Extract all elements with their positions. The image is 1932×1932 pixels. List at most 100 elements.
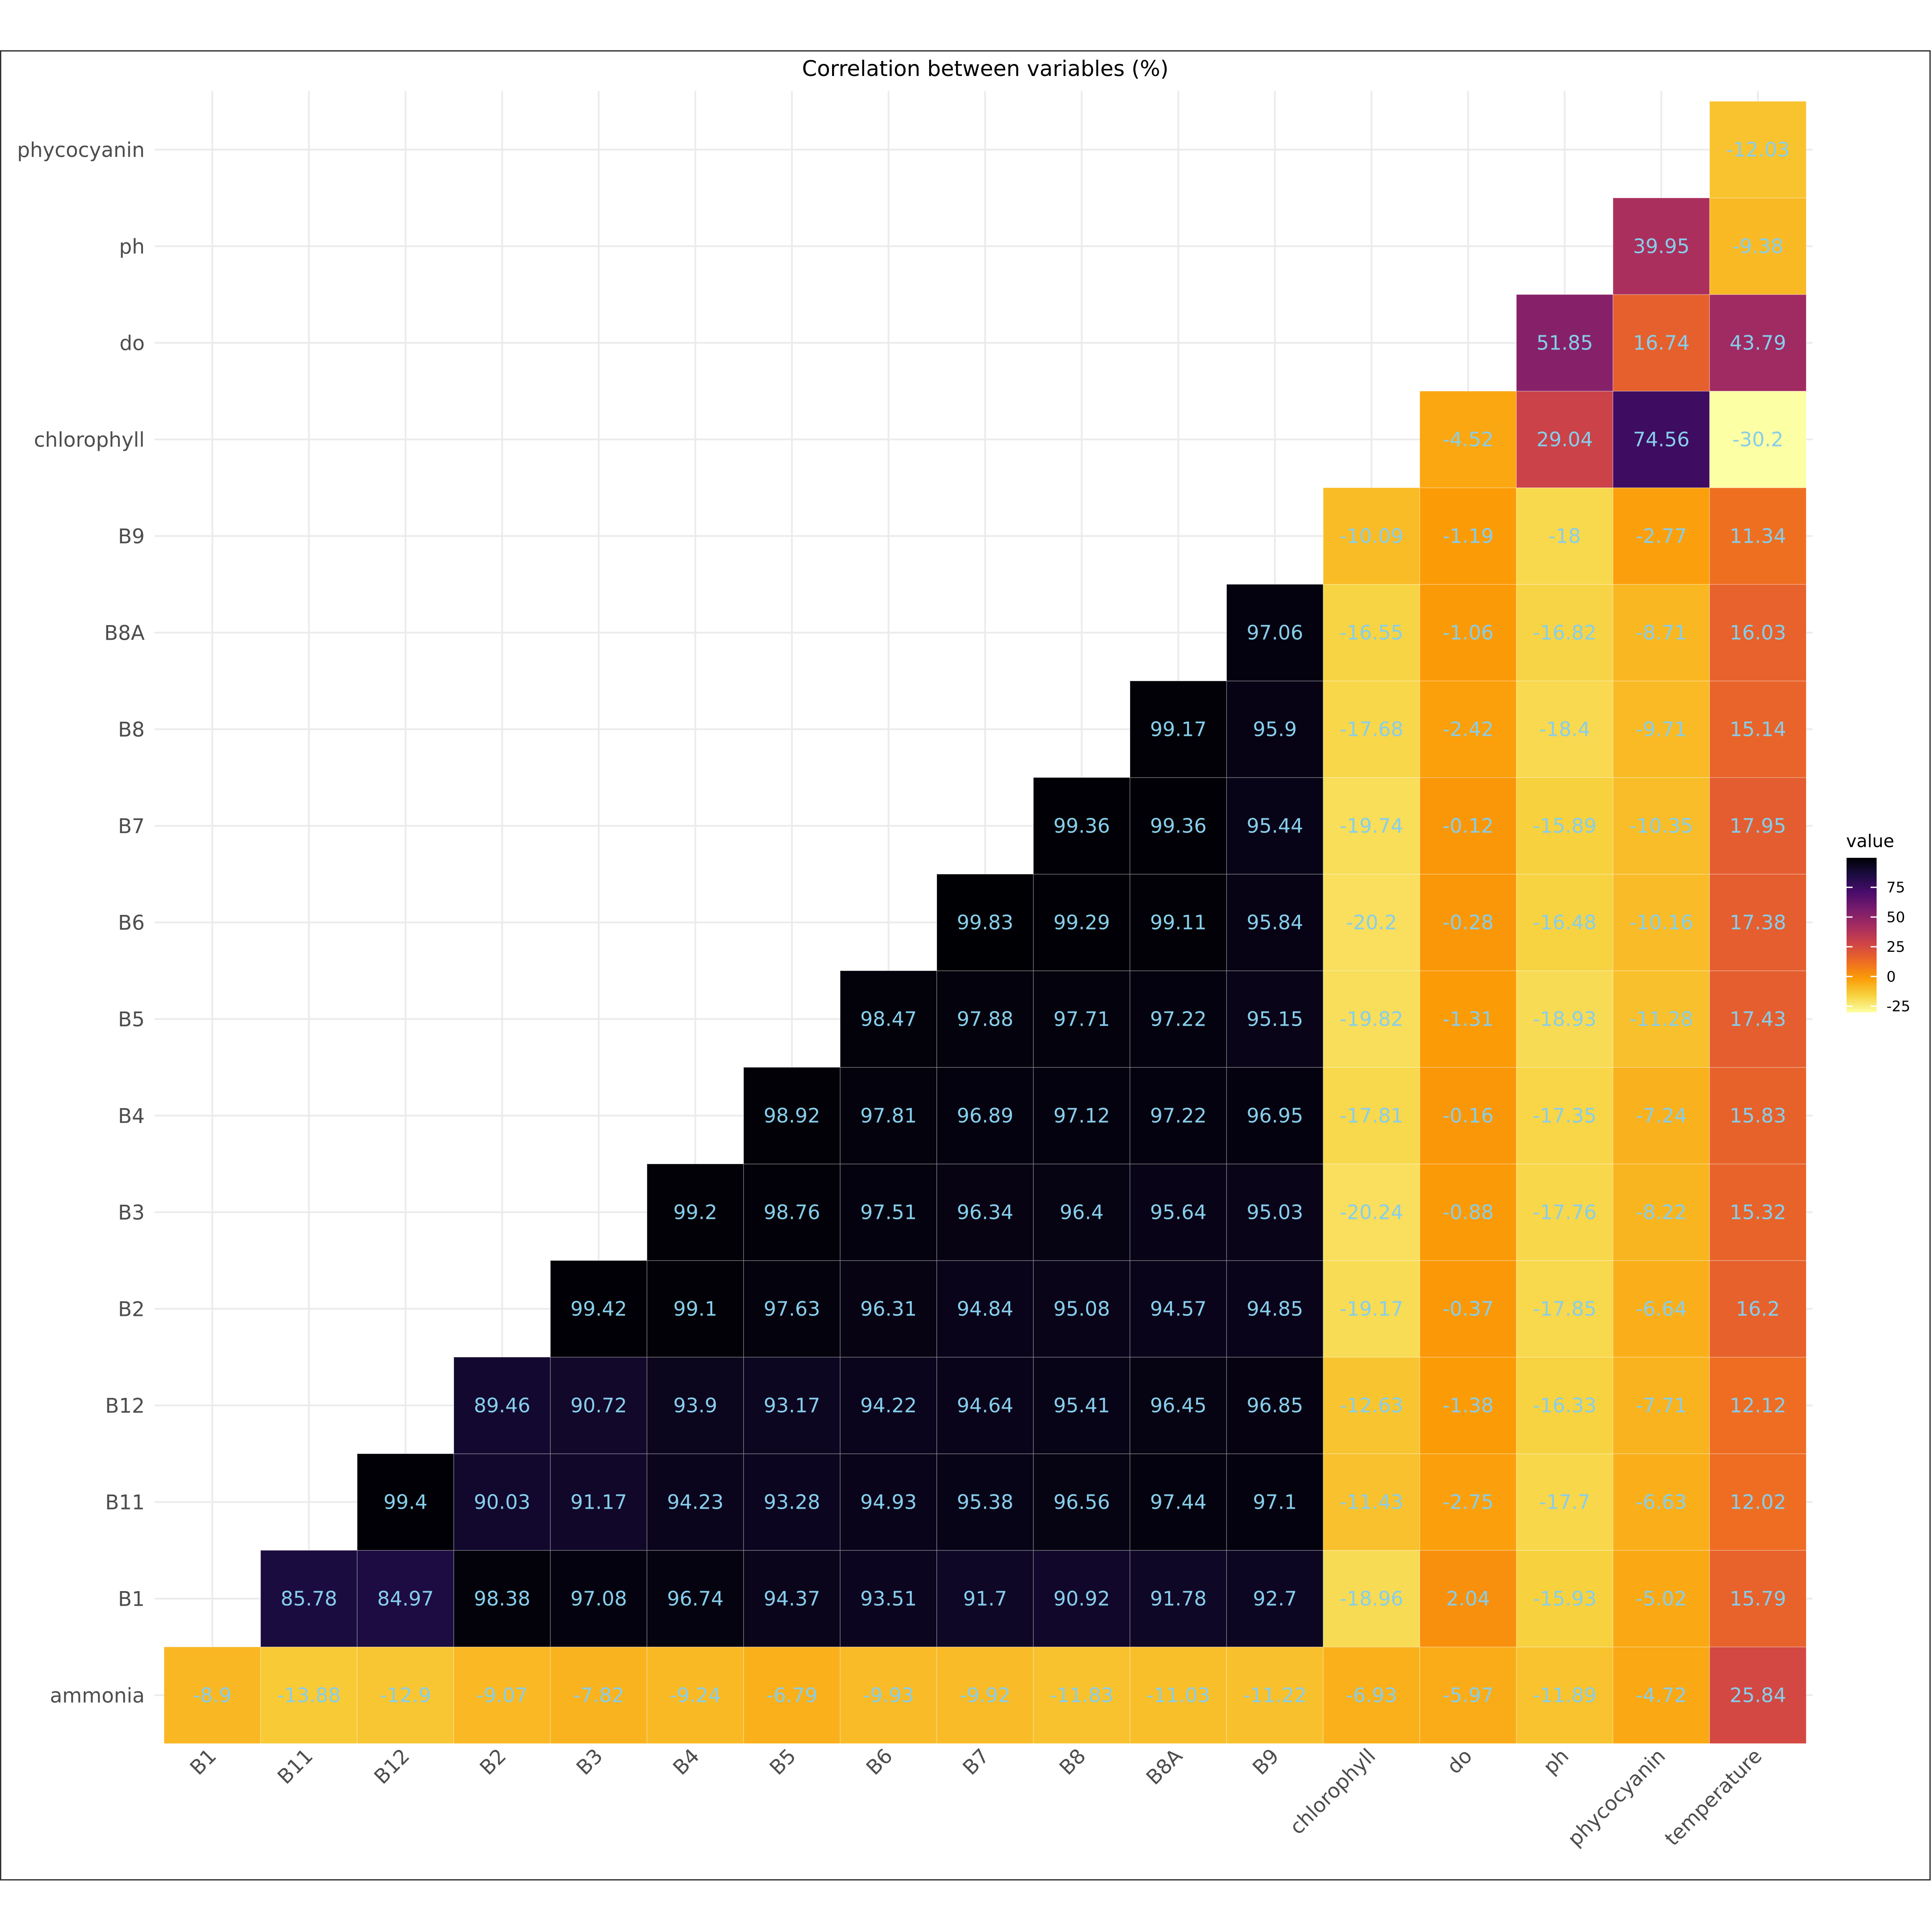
- heatmap-cell: [1419, 874, 1517, 971]
- cell-label: 96.95: [1247, 1104, 1303, 1127]
- legend: value 75 50 25 0 -25: [1846, 831, 1911, 1015]
- cell-label: -11.83: [1050, 1684, 1113, 1707]
- cell-label: -1.19: [1443, 525, 1494, 548]
- cell-label: -15.93: [1533, 1587, 1596, 1610]
- heatmap-cell: [1613, 1646, 1710, 1744]
- heatmap-cell: [936, 1453, 1034, 1551]
- heatmap-cell: [1130, 1550, 1227, 1647]
- cell-label: 95.38: [957, 1491, 1014, 1514]
- heatmap-cell: [1516, 777, 1613, 875]
- legend-tick-label: 50: [1886, 909, 1905, 926]
- heatmap-cell: [1323, 1646, 1420, 1744]
- y-tick-label: B8: [118, 718, 145, 742]
- cell-label: 96.85: [1247, 1394, 1303, 1417]
- heatmap-cell: [1613, 1550, 1710, 1647]
- heatmap-cell: [1516, 1067, 1613, 1164]
- y-axis-ticks: ammonia B1 B11 B12 B2 B3 B4 B5 B6 B7 B8 B8A B9 chloro…: [17, 139, 145, 1708]
- cell-label: 12.12: [1730, 1394, 1786, 1417]
- cell-label: -8.71: [1636, 621, 1687, 644]
- cell-label: -7.24: [1636, 1104, 1687, 1127]
- heatmap-cell: [1516, 874, 1613, 971]
- heatmap-cell: [1226, 584, 1324, 681]
- heatmap-cell: [647, 1357, 744, 1454]
- cell-label: -7.71: [1636, 1394, 1687, 1417]
- cell-label: 25.84: [1730, 1684, 1786, 1707]
- heatmap-cell: [260, 1646, 358, 1744]
- cell-label: 94.85: [1247, 1297, 1303, 1321]
- cell-label: 95.03: [1247, 1201, 1303, 1224]
- cell-label: 99.29: [1054, 911, 1110, 934]
- heatmap-cell: [1323, 584, 1420, 681]
- cell-label: -7.82: [573, 1684, 624, 1707]
- cell-label: -16.82: [1533, 621, 1596, 644]
- chart-title: Correlation between variables (%): [802, 56, 1169, 81]
- heatmap-cell: [1130, 1067, 1227, 1164]
- heatmap-cell: [1419, 1646, 1517, 1744]
- cell-label: -5.97: [1443, 1684, 1494, 1707]
- cell-label: 98.92: [764, 1104, 820, 1127]
- cell-label: 94.37: [764, 1587, 820, 1610]
- heatmap-cell: [1613, 1453, 1710, 1551]
- cell-label: -2.42: [1443, 718, 1494, 741]
- cell-label: 99.11: [1150, 911, 1207, 934]
- heatmap-cell: [647, 1646, 744, 1744]
- cell-label: -18.4: [1539, 718, 1590, 741]
- heatmap-cell: [1033, 1067, 1130, 1164]
- heatmap-cell: [1226, 1260, 1324, 1358]
- heatmap-cell: [1419, 391, 1517, 488]
- plot-frame: [0, 50, 1931, 1880]
- cell-label: -8.22: [1636, 1201, 1687, 1224]
- cell-label: 97.22: [1150, 1008, 1207, 1031]
- heatmap-cell: [1419, 1550, 1517, 1647]
- heatmap-cell: [1613, 1067, 1710, 1164]
- cell-label: 98.76: [764, 1201, 820, 1224]
- cell-label: 96.56: [1054, 1491, 1110, 1514]
- heatmap-cell: [1226, 680, 1324, 778]
- heatmap-cell: [1516, 294, 1613, 392]
- legend-ticks: 75 50 25 0 -25: [1847, 879, 1911, 1015]
- heatmap-cell: [1033, 1163, 1130, 1261]
- heatmap-cell: [1613, 874, 1710, 971]
- cell-label: 2.04: [1446, 1587, 1490, 1610]
- cell-label: -8.9: [193, 1684, 232, 1707]
- cell-label: -12.03: [1726, 138, 1789, 161]
- cell-label: -17.81: [1340, 1104, 1403, 1127]
- cell-label: -17.7: [1539, 1491, 1590, 1514]
- cell-label: 97.44: [1150, 1491, 1207, 1514]
- heatmap-cell: [840, 1550, 937, 1647]
- cell-label: -6.63: [1636, 1491, 1687, 1514]
- cell-label: 99.36: [1150, 814, 1207, 838]
- heatmap-cell: [1516, 1646, 1613, 1744]
- cell-label: -17.85: [1533, 1297, 1596, 1321]
- heatmap-cell: [647, 1260, 744, 1358]
- cell-label: 97.08: [571, 1587, 627, 1610]
- heatmap-cell: [743, 1357, 841, 1454]
- heatmap-cell: [1516, 1260, 1613, 1358]
- cell-label: 15.83: [1730, 1104, 1786, 1127]
- cell-label: 95.84: [1247, 911, 1303, 934]
- heatmap-cell: [1323, 1163, 1420, 1261]
- cell-label: 99.42: [571, 1297, 627, 1321]
- heatmap-cell: [1709, 1260, 1807, 1358]
- cell-label: 11.34: [1730, 525, 1786, 548]
- cell-label: 12.02: [1730, 1491, 1786, 1514]
- heatmap-cell: [936, 1260, 1034, 1358]
- y-tick-label: B2: [118, 1298, 145, 1321]
- cell-label: -13.88: [277, 1684, 340, 1707]
- cell-label: 95.44: [1247, 814, 1303, 838]
- cell-label: 99.36: [1054, 814, 1110, 838]
- heatmap-cell: [1323, 1260, 1420, 1358]
- heatmap-cell: [1033, 777, 1130, 875]
- cell-label: -4.72: [1636, 1684, 1687, 1707]
- heatmap-cell: [647, 1453, 744, 1551]
- heatmap-cell: [1709, 1067, 1807, 1164]
- cell-label: 93.51: [860, 1587, 917, 1610]
- y-tick-label: phycocyanin: [17, 139, 145, 162]
- heatmap-cell: [1033, 1646, 1130, 1744]
- heatmap-cell: [1130, 777, 1227, 875]
- cell-label: 97.51: [860, 1201, 917, 1224]
- cell-label: -16.48: [1533, 911, 1596, 934]
- cell-label: -9.24: [670, 1684, 721, 1707]
- cell-label: 29.04: [1537, 428, 1593, 451]
- heatmap-cell: [936, 1067, 1034, 1164]
